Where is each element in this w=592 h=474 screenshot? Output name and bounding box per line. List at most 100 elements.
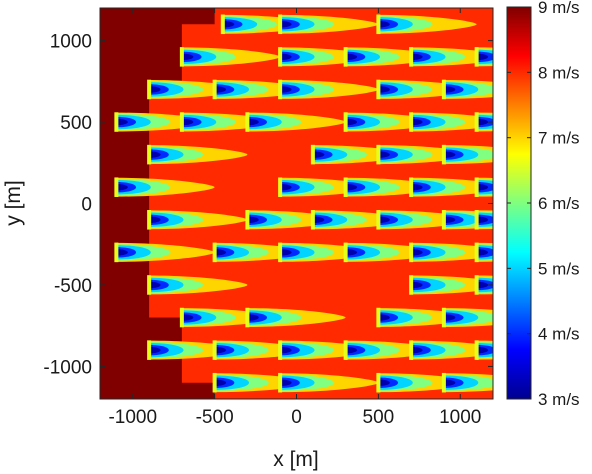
turbine-rotor <box>409 177 414 197</box>
turbine-rotor <box>376 307 381 328</box>
y-tick-label: -500 <box>54 276 92 297</box>
turbine-wake <box>181 53 194 61</box>
turbine-wake <box>443 216 456 224</box>
turbine-rotor <box>310 210 315 230</box>
x-axis-ticks: -1000 -500 0 500 1000 <box>108 8 481 428</box>
turbine-wake <box>345 53 358 61</box>
turbine-rotor <box>220 14 225 35</box>
colorbar-tick-label: 8 m/s <box>538 63 580 82</box>
turbine-wake <box>312 151 325 158</box>
turbine-wake <box>443 86 456 93</box>
turbine-wake <box>378 216 390 224</box>
turbine-wake <box>280 379 292 386</box>
turbine-wake <box>116 249 128 256</box>
turbine-rotor <box>278 14 283 35</box>
x-tick-label: 1000 <box>439 407 481 428</box>
turbine-wake <box>476 53 489 61</box>
y-tick-label: 500 <box>60 113 92 134</box>
turbine-wake <box>149 151 161 158</box>
turbine-wake <box>280 86 292 93</box>
turbine-wake <box>280 183 292 191</box>
x-tick-label: -1000 <box>108 407 157 428</box>
turbine-wake <box>214 249 227 256</box>
turbine-wake <box>149 281 161 289</box>
turbine-wake <box>214 379 227 386</box>
turbine-rotor <box>114 242 119 263</box>
turbine-rotor <box>376 144 381 165</box>
turbine-rotor <box>343 112 348 132</box>
turbine-rotor <box>147 340 152 360</box>
turbine-wake <box>280 346 292 354</box>
turbine-rotor <box>409 112 414 132</box>
turbine-wake <box>378 379 390 386</box>
turbine-wake <box>280 53 292 61</box>
colorbar-tick-label: 9 m/s <box>538 0 580 17</box>
turbine-rotor <box>278 177 283 197</box>
turbine-wake <box>411 118 423 126</box>
turbine-rotor <box>343 340 348 360</box>
turbine-wake <box>476 249 489 256</box>
turbine-wake <box>116 183 128 191</box>
turbine-rotor <box>474 177 479 197</box>
turbine-rotor <box>409 340 414 360</box>
turbine-wake <box>476 281 489 289</box>
turbine-rotor <box>343 177 348 197</box>
turbine-wake <box>443 151 456 158</box>
turbine-rotor <box>474 275 479 295</box>
turbine-wake <box>476 183 489 191</box>
turbine-rotor <box>278 340 283 360</box>
turbine-rotor <box>212 372 217 393</box>
turbine-rotor <box>278 79 283 100</box>
turbine-wake <box>222 21 235 28</box>
turbine-wake <box>247 118 259 126</box>
waked-region <box>149 8 493 399</box>
colorbar-tick-label: 3 m/s <box>538 390 580 409</box>
turbine-rotor <box>278 242 283 263</box>
turbine-wake <box>378 86 390 93</box>
turbine-wake <box>247 216 259 224</box>
turbine-wake <box>443 379 456 386</box>
turbine-rotor <box>245 307 250 328</box>
turbine-rotor <box>114 112 119 132</box>
turbine-rotor <box>343 242 348 263</box>
turbine-rotor <box>212 79 217 100</box>
x-axis-label: x [m] <box>273 448 319 471</box>
turbine-rotor <box>147 79 152 100</box>
turbine-rotor <box>409 275 414 295</box>
turbine-wake <box>476 118 489 126</box>
turbine-rotor <box>474 210 479 230</box>
turbine-wake <box>443 314 456 321</box>
turbine-rotor <box>278 372 283 393</box>
turbine-rotor <box>376 79 381 100</box>
turbine-wake <box>476 216 489 224</box>
turbine-rotor <box>376 372 381 393</box>
turbine-wake <box>411 249 423 256</box>
turbine-rotor <box>474 112 479 132</box>
turbine-wake <box>345 346 358 354</box>
y-axis-label: y [m] <box>2 180 25 226</box>
turbine-rotor <box>441 210 446 230</box>
turbine-rotor <box>147 275 152 295</box>
turbine-rotor <box>376 14 381 35</box>
turbine-rotor <box>474 340 479 360</box>
turbine-wake <box>378 314 390 321</box>
colorbar-tick-label: 7 m/s <box>538 129 580 148</box>
turbine-rotor <box>212 242 217 263</box>
turbine-rotor <box>114 177 119 197</box>
turbine-wake <box>345 183 358 191</box>
turbine-rotor <box>179 307 184 328</box>
turbine-rotor <box>474 47 479 67</box>
x-tick-label: -500 <box>196 407 234 428</box>
turbine-wake <box>476 346 489 354</box>
turbine-rotor <box>343 47 348 67</box>
turbine-rotor <box>441 144 446 165</box>
turbine-wake <box>312 216 325 224</box>
turbine-rotor <box>441 79 446 100</box>
turbine-wake <box>378 151 390 158</box>
turbine-wake <box>378 21 390 28</box>
turbine-wake <box>411 281 423 289</box>
turbine-rotor <box>147 210 152 230</box>
x-tick-label: 500 <box>363 407 395 428</box>
turbine-rotor <box>179 47 184 67</box>
turbine-rotor <box>441 372 446 393</box>
